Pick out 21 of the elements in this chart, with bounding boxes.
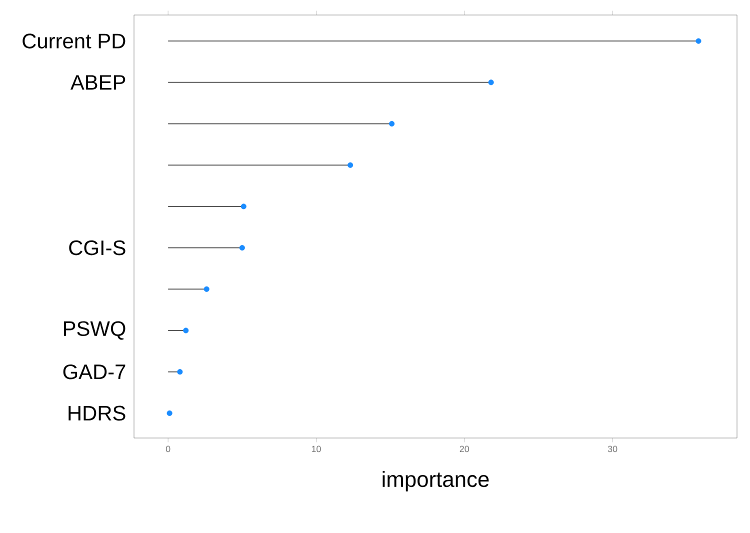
y-tick-label: CGI-S: [69, 240, 126, 256]
point: [204, 286, 210, 292]
point: [389, 120, 395, 127]
point: [183, 328, 189, 334]
point: [166, 410, 172, 416]
point: [240, 204, 246, 210]
y-tick-label: PSWQ: [64, 321, 126, 340]
y-tick-label: GAD-7: [63, 364, 126, 380]
point: [696, 38, 702, 44]
x-tick-label: 30: [608, 446, 618, 452]
x-tick-label: 0: [166, 446, 170, 452]
x-tick-label: 20: [460, 446, 470, 452]
y-tick-label: ABEP: [70, 75, 126, 90]
point: [177, 369, 183, 375]
x-tick-label: 10: [312, 446, 321, 452]
point: [488, 80, 494, 86]
y-tick-label: HDRS: [68, 406, 126, 421]
y-tick-label: Current PD: [22, 34, 126, 48]
x-axis-title: importance: [382, 470, 489, 492]
point: [348, 162, 354, 168]
point: [239, 245, 245, 251]
